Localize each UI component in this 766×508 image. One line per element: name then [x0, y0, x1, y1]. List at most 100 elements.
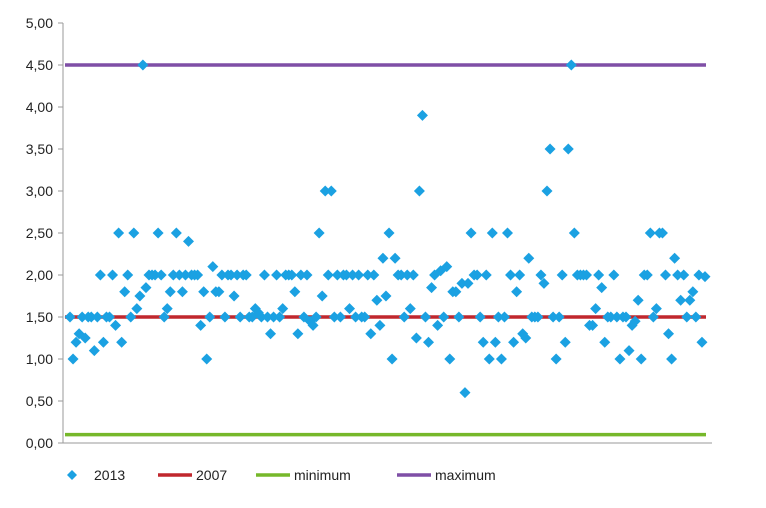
data-point [216, 269, 228, 281]
data-point [450, 286, 462, 298]
data-point [322, 269, 334, 281]
data-point [307, 319, 319, 331]
data-point [398, 311, 410, 323]
y-tick-label: 2,50 [26, 225, 53, 241]
data-point [587, 319, 599, 331]
data-point [538, 277, 550, 289]
data-point [456, 277, 468, 289]
data-point [660, 269, 672, 281]
data-point [76, 311, 88, 323]
data-point [562, 143, 574, 155]
data-point [669, 252, 681, 264]
data-point [419, 311, 431, 323]
data-point [119, 286, 131, 298]
data-point [523, 252, 535, 264]
data-point [426, 282, 438, 294]
data-point [696, 336, 708, 348]
data-point [687, 286, 699, 298]
data-point [672, 269, 684, 281]
data-point [608, 269, 620, 281]
data-point [334, 311, 346, 323]
data-point [289, 286, 301, 298]
data-point [374, 319, 386, 331]
data-point [596, 282, 608, 294]
data-point [164, 286, 176, 298]
data-point [182, 235, 194, 247]
data-point [347, 269, 359, 281]
data-point [650, 303, 662, 315]
data-point [70, 336, 82, 348]
data-point [198, 286, 210, 298]
y-tick-label: 3,50 [26, 141, 53, 157]
data-point [353, 269, 365, 281]
data-point [386, 353, 398, 365]
data-point [416, 109, 428, 121]
data-point [508, 336, 520, 348]
data-point [277, 303, 289, 315]
y-tick-label: 4,00 [26, 99, 53, 115]
data-point [125, 311, 137, 323]
data-point [541, 185, 553, 197]
data-point [623, 345, 635, 357]
data-point [568, 227, 580, 239]
legend: 2013 2007 minimum maximum [67, 467, 496, 483]
data-point [234, 311, 246, 323]
data-point [663, 328, 675, 340]
data-point [401, 269, 413, 281]
data-point [173, 269, 185, 281]
y-tick-label: 1,50 [26, 309, 53, 325]
data-point [699, 271, 711, 283]
data-point [155, 269, 167, 281]
data-point [319, 185, 331, 197]
legend-label: maximum [435, 467, 496, 483]
data-point [544, 143, 556, 155]
y-tick-label: 4,50 [26, 57, 53, 73]
data-point [128, 227, 140, 239]
data-point [644, 227, 656, 239]
data-point [79, 332, 91, 344]
data-point [553, 311, 565, 323]
legend-item-maximum: maximum [397, 467, 496, 483]
data-point [480, 269, 492, 281]
data-point [514, 269, 526, 281]
data-point [590, 303, 602, 315]
data-point [474, 311, 486, 323]
data-point [122, 269, 134, 281]
data-point [502, 227, 514, 239]
data-point [350, 311, 362, 323]
data-point [614, 353, 626, 365]
data-point [64, 311, 76, 323]
data-point [246, 311, 258, 323]
data-point [599, 336, 611, 348]
data-point [219, 311, 231, 323]
legend-item-2007: 2007 [158, 467, 227, 483]
data-point [410, 332, 422, 344]
data-point [383, 227, 395, 239]
data-point [647, 311, 659, 323]
data-point [207, 261, 219, 273]
data-point [550, 353, 562, 365]
data-point [620, 311, 632, 323]
data-point [292, 328, 304, 340]
data-point [97, 336, 109, 348]
data-point [340, 269, 352, 281]
data-point [556, 269, 568, 281]
data-point [204, 311, 216, 323]
data-point [268, 311, 280, 323]
data-point [255, 311, 267, 323]
data-point [432, 319, 444, 331]
data-point [271, 269, 283, 281]
data-point [103, 311, 115, 323]
data-point [489, 336, 501, 348]
y-tick-label: 1,00 [26, 351, 53, 367]
data-point [547, 311, 559, 323]
data-point [274, 311, 286, 323]
data-point [380, 290, 392, 302]
data-point [201, 353, 213, 365]
data-point [666, 353, 678, 365]
data-point [116, 336, 128, 348]
legend-item-2013: 2013 [67, 467, 125, 483]
data-point [365, 328, 377, 340]
